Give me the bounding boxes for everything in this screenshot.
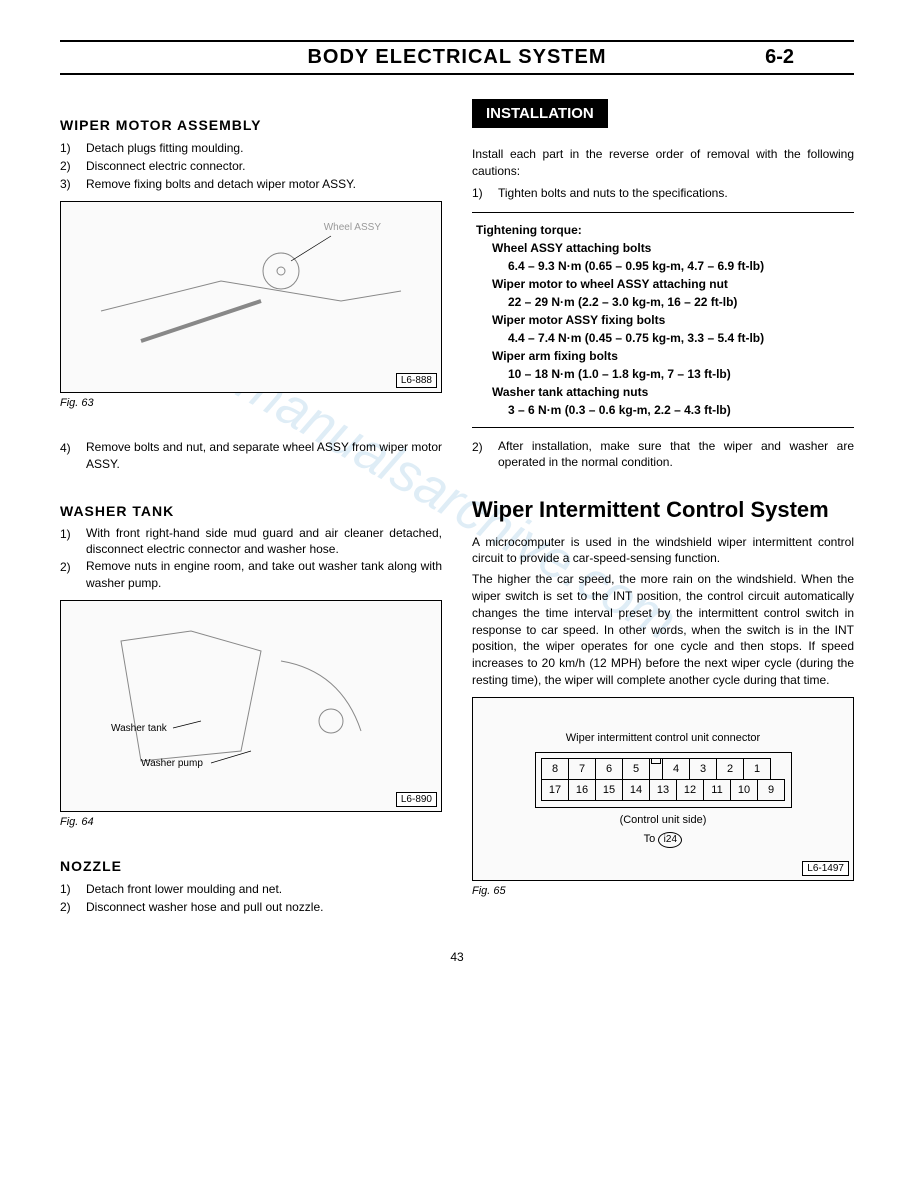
pin: 4 xyxy=(662,758,690,780)
step-text: Remove bolts and nut, and separate wheel… xyxy=(86,439,442,473)
pin: 17 xyxy=(541,779,569,801)
connector-label: Wiper intermittent control unit connecto… xyxy=(481,732,845,744)
wic-heading: Wiper Intermittent Control System xyxy=(472,497,854,523)
fig63-tag: L6-888 xyxy=(396,373,437,388)
pin: 11 xyxy=(703,779,731,801)
pin: 12 xyxy=(676,779,704,801)
pin: 3 xyxy=(689,758,717,780)
connector-to: To xyxy=(644,833,656,845)
install-intro: Install each part in the reverse order o… xyxy=(472,146,854,180)
wic-p1: A microcomputer is used in the windshiel… xyxy=(472,534,854,568)
pin: 16 xyxy=(568,779,596,801)
left-column: WIPER MOTOR ASSEMBLY 1)Detach plugs fitt… xyxy=(60,99,442,920)
torque-box: Tightening torque: Wheel ASSY attaching … xyxy=(472,212,854,428)
torque-item-val: 4.4 – 7.4 N·m (0.45 – 0.75 kg-m, 3.3 – 5… xyxy=(476,329,850,347)
fig64-tag: L6-890 xyxy=(396,792,437,807)
pin: 14 xyxy=(622,779,650,801)
torque-item-name: Wiper motor to wheel ASSY attaching nut xyxy=(476,275,850,293)
pin: 9 xyxy=(757,779,785,801)
right-column: INSTALLATION Install each part in the re… xyxy=(472,99,854,920)
wiper-motor-steps: 1)Detach plugs fitting moulding. 2)Disco… xyxy=(60,139,442,193)
wic-p2: The higher the car speed, the more rain … xyxy=(472,571,854,689)
torque-item-name: Wiper motor ASSY fixing bolts xyxy=(476,311,850,329)
torque-title: Tightening torque: xyxy=(476,221,850,239)
pin: 1 xyxy=(743,758,771,780)
washer-tank-heading: WASHER TANK xyxy=(60,503,442,519)
fig65-tag: L6-1497 xyxy=(802,861,849,876)
step-text: Remove fixing bolts and detach wiper mot… xyxy=(86,175,356,193)
footer-page-number: 43 xyxy=(60,950,854,964)
wiper-motor-heading: WIPER MOTOR ASSEMBLY xyxy=(60,117,442,133)
connector-notch xyxy=(649,758,663,780)
fig64-caption: Fig. 64 xyxy=(60,816,442,828)
connector-diagram: 8 7 6 5 4 3 2 1 17 16 xyxy=(535,752,792,808)
fig63-illustration xyxy=(81,211,421,381)
torque-item-val: 6.4 – 9.3 N·m (0.65 – 0.95 kg-m, 4.7 – 6… xyxy=(476,257,850,275)
step-text: Detach plugs fitting moulding. xyxy=(86,139,243,157)
fig63-caption: Fig. 63 xyxy=(60,397,442,409)
header-page-number: 6-2 xyxy=(765,46,794,69)
torque-item-name: Wiper arm fixing bolts xyxy=(476,347,850,365)
step-text: After installation, make sure that the w… xyxy=(498,438,854,472)
step-text: With front right-hand side mud guard and… xyxy=(86,525,442,559)
step-text: Remove nuts in engine room, and take out… xyxy=(86,558,442,592)
pin: 5 xyxy=(622,758,650,780)
torque-item-val: 3 – 6 N·m (0.3 – 0.6 kg-m, 2.2 – 4.3 ft-… xyxy=(476,401,850,419)
installation-banner: INSTALLATION xyxy=(472,99,608,128)
torque-item-val: 10 – 18 N·m (1.0 – 1.8 kg-m, 7 – 13 ft-l… xyxy=(476,365,850,383)
step-text: Disconnect washer hose and pull out nozz… xyxy=(86,898,323,916)
svg-text:Washer tank: Washer tank xyxy=(111,723,168,734)
fig64-illustration: Washer tank Washer pump xyxy=(81,611,421,801)
pin: 7 xyxy=(568,758,596,780)
fig65-caption: Fig. 65 xyxy=(472,885,854,897)
pin: 8 xyxy=(541,758,569,780)
step-text: Disconnect electric connector. xyxy=(86,157,245,175)
header-title: BODY ELECTRICAL SYSTEM xyxy=(60,46,854,69)
page-header: BODY ELECTRICAL SYSTEM 6-2 xyxy=(60,40,854,75)
torque-item-val: 22 – 29 N·m (2.2 – 3.0 kg-m, 16 – 22 ft-… xyxy=(476,293,850,311)
nozzle-heading: NOZZLE xyxy=(60,858,442,874)
figure-63: Wheel ASSY L6-888 xyxy=(60,201,442,393)
step-text: Detach front lower moulding and net. xyxy=(86,880,282,898)
step-text: Tighten bolts and nuts to the specificat… xyxy=(498,184,728,202)
torque-item-name: Wheel ASSY attaching bolts xyxy=(476,239,850,257)
connector-side: (Control unit side) xyxy=(481,814,845,826)
fig63-label: Wheel ASSY xyxy=(324,222,381,233)
pin: 15 xyxy=(595,779,623,801)
figure-65: Wiper intermittent control unit connecto… xyxy=(472,697,854,881)
figure-64: Washer tank Washer pump L6-890 xyxy=(60,600,442,812)
pin: 6 xyxy=(595,758,623,780)
connector-ref: i24 xyxy=(658,832,682,848)
torque-item-name: Washer tank attaching nuts xyxy=(476,383,850,401)
pin: 2 xyxy=(716,758,744,780)
svg-text:Washer pump: Washer pump xyxy=(141,758,203,769)
pin: 13 xyxy=(649,779,677,801)
pin: 10 xyxy=(730,779,758,801)
